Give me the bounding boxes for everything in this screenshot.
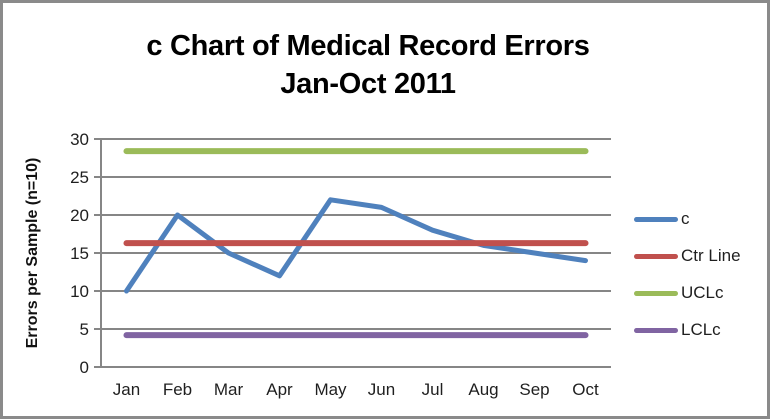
legend-label-lclc: LCLc bbox=[681, 320, 721, 339]
series-c bbox=[124, 197, 588, 294]
y-tick-label: 0 bbox=[80, 358, 89, 377]
chart-title-line2: Jan-Oct 2011 bbox=[280, 68, 456, 100]
x-tick-label: May bbox=[314, 380, 347, 399]
x-tick-label: Aug bbox=[468, 380, 498, 399]
plot-area: 0 5 10 15 20 25 30 Jan Feb Mar Apr May Jun Jul Aug Sep O… bbox=[70, 130, 611, 399]
legend-item-c: c bbox=[634, 209, 690, 228]
y-tick-label: 25 bbox=[70, 168, 89, 187]
x-tick-label: Jul bbox=[422, 380, 444, 399]
legend-swatch-uclc bbox=[634, 290, 678, 296]
legend-label-c: c bbox=[681, 209, 690, 228]
gridlines bbox=[101, 138, 611, 330]
y-axis: 0 5 10 15 20 25 30 bbox=[70, 130, 101, 377]
legend-item-uclc: UCLc bbox=[634, 283, 724, 302]
x-tick-label: Apr bbox=[266, 380, 293, 399]
x-tick-label: Mar bbox=[214, 380, 244, 399]
x-tick-label: Jun bbox=[368, 380, 395, 399]
chart-title-line1: c Chart of Medical Record Errors bbox=[146, 30, 590, 62]
legend-swatch-ctr-line bbox=[634, 253, 678, 259]
x-tick-label: Oct bbox=[572, 380, 599, 399]
legend-swatch-c bbox=[634, 216, 678, 222]
legend-label-uclc: UCLc bbox=[681, 283, 724, 302]
x-tick-label: Jan bbox=[113, 380, 140, 399]
x-tick-label: Sep bbox=[519, 380, 549, 399]
x-tick-label: Feb bbox=[163, 380, 192, 399]
chart-title: c Chart of Medical Record Errors Jan-Oct… bbox=[3, 27, 733, 103]
y-tick-label: 15 bbox=[70, 244, 89, 263]
legend-label-ctr-line: Ctr Line bbox=[681, 246, 741, 265]
y-tick-label: 20 bbox=[70, 206, 89, 225]
y-tick-label: 10 bbox=[70, 282, 89, 301]
legend-swatch-lclc bbox=[634, 327, 678, 333]
legend-item-ctr-line: Ctr Line bbox=[634, 246, 741, 265]
legend-item-lclc: LCLc bbox=[634, 320, 721, 339]
y-tick-label: 5 bbox=[80, 320, 89, 339]
y-tick-label: 30 bbox=[70, 130, 89, 149]
x-axis: Jan Feb Mar Apr May Jun Jul Aug Sep Oct bbox=[113, 380, 599, 399]
